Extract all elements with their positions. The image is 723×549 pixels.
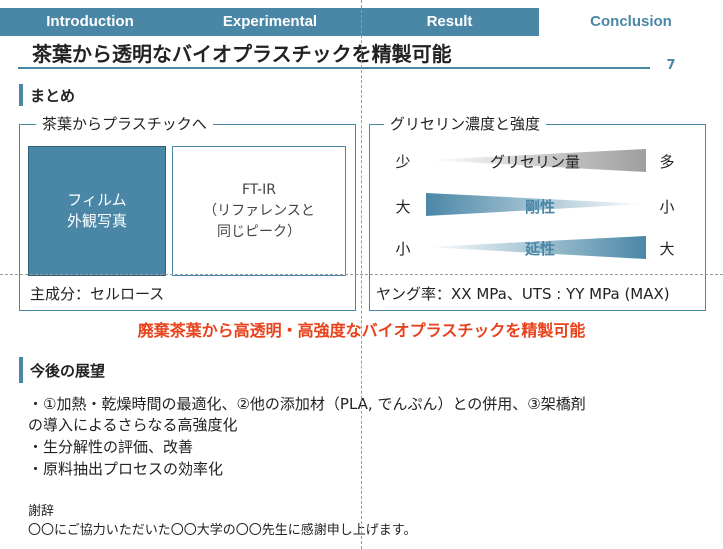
main-component-text: 主成分：セルロース bbox=[30, 285, 165, 303]
tab-result[interactable]: Result bbox=[360, 8, 539, 36]
stiffness-right-label: 小 bbox=[659, 198, 675, 216]
title-underline bbox=[18, 67, 650, 69]
future-item: ・①加熱・乾燥時間の最適化、②他の添加材（PLA, でんぷん）との併用、③架橋剤 bbox=[28, 395, 586, 413]
stiffness-wedge bbox=[426, 193, 646, 216]
tea-to-plastic-title: 茶葉からプラスチックへ bbox=[36, 113, 213, 134]
stiffness-left-label: 大 bbox=[395, 198, 411, 216]
future-heading: 今後の展望 bbox=[30, 362, 106, 380]
section-tabs: Introduction Experimental Result Conclus… bbox=[0, 0, 723, 36]
ductility-wedge bbox=[426, 236, 646, 259]
future-item: の導入によるさらなる高強度化 bbox=[28, 416, 238, 434]
tab-experimental[interactable]: Experimental bbox=[180, 8, 360, 36]
summary-heading-bar bbox=[19, 84, 23, 106]
future-heading-bar bbox=[19, 357, 23, 383]
ductility-left-label: 小 bbox=[395, 240, 411, 258]
tab-conclusion[interactable]: Conclusion bbox=[539, 8, 723, 36]
slide-title: 茶葉から透明なバイオプラスチックを精製可能 bbox=[32, 42, 452, 66]
glycerin-strength-title: グリセリン濃度と強度 bbox=[384, 113, 547, 134]
summary-heading: まとめ bbox=[30, 87, 76, 105]
ductility-right-label: 大 bbox=[659, 240, 675, 258]
horizontal-guide bbox=[0, 274, 723, 275]
film-photo-placeholder: フィルム 外観写真 bbox=[28, 146, 166, 276]
page-number: 7 bbox=[666, 58, 676, 73]
glycerin-wedge bbox=[426, 149, 646, 172]
glycerin-right-label: 多 bbox=[659, 153, 675, 171]
stiffness-label: 剛性 bbox=[524, 198, 555, 216]
future-item: ・生分解性の評価、改善 bbox=[28, 438, 194, 456]
acknowledgement-text: 〇〇にご協力いただいた〇〇大学の〇〇先生に感謝申し上げます。 bbox=[28, 523, 417, 538]
tab-introduction[interactable]: Introduction bbox=[0, 8, 180, 36]
glycerin-left-label: 少 bbox=[395, 153, 411, 171]
glycerin-label: グリセリン量 bbox=[489, 153, 580, 171]
ftir-placeholder: FT-IR （リファレンスと 同じピーク） bbox=[172, 146, 346, 276]
ductility-label: 延性 bbox=[524, 240, 555, 258]
future-item: ・原料抽出プロセスの効率化 bbox=[28, 460, 224, 478]
youngs-modulus-text: ヤング率：XX MPa、UTS : YY MPa (MAX) bbox=[376, 285, 670, 303]
acknowledgement-heading: 謝辞 bbox=[28, 504, 55, 519]
